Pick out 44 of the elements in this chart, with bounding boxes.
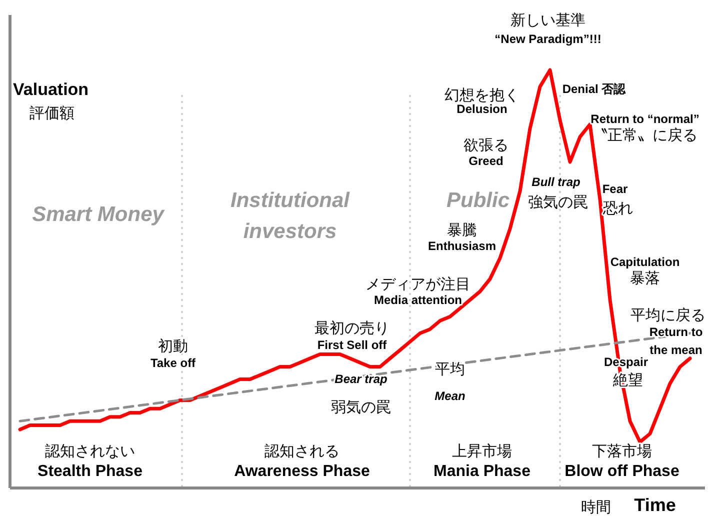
annotation: Return to “normal”: [590, 112, 700, 126]
annotation: 欲張る: [464, 137, 508, 154]
annotation: Take off: [150, 356, 197, 370]
annotation: 恐れ: [602, 200, 633, 217]
annotation: Bull trap: [532, 175, 580, 189]
annotation: 最初の売り: [314, 320, 390, 337]
annotation: 上昇市場: [452, 443, 512, 460]
annotation: Smart Money: [32, 203, 166, 226]
annotation: 強気の罠: [528, 194, 588, 211]
annotation: 評価額: [30, 105, 74, 122]
annotation: Fear: [602, 182, 628, 196]
annotation: Greed: [468, 154, 504, 168]
annotation: Mania Phase: [434, 463, 531, 480]
annotation: 認知される: [264, 443, 340, 460]
annotation: Blow off Phase: [564, 463, 680, 480]
annotation: Return to the mean: [649, 325, 703, 357]
annotation: Capitulation: [610, 255, 680, 269]
annotation: Denial 否認: [562, 82, 627, 96]
annotation: Mean: [434, 389, 466, 403]
annotation: 初動: [158, 338, 188, 355]
annotation: 平均に戻る: [630, 307, 706, 324]
annotation: Public: [446, 189, 510, 212]
annotation: First Sell off: [317, 338, 388, 352]
annotation: Awareness Phase: [234, 463, 370, 480]
annotation: 暴騰: [447, 222, 477, 239]
annotation: Stealth Phase: [38, 463, 143, 480]
y-axis-title: Valuation: [13, 80, 89, 99]
text: “New Paradigm”!!!: [494, 32, 602, 46]
annotation: Bear trap: [334, 372, 388, 386]
annotation: 平均: [435, 361, 465, 378]
text: 新しい基準: [510, 12, 586, 29]
annotation: 幻想を抱く: [444, 87, 520, 104]
text: 時間: [581, 499, 611, 516]
annotation: メディアが注目: [366, 276, 470, 293]
annotation: 暴落: [630, 270, 660, 287]
annotation: Delusion: [456, 102, 508, 116]
annotation: 認知されない: [45, 443, 135, 460]
annotation: Enthusiasm: [428, 239, 496, 253]
annotation: 〝正常〟に戻る: [592, 127, 698, 144]
annotation: 下落市場: [592, 443, 652, 460]
x-axis-title: Time: [634, 495, 676, 515]
annotation: Media attention: [374, 293, 462, 307]
annotation: 弱気の罠: [331, 399, 391, 416]
annotation: Institutional investors: [230, 189, 351, 243]
